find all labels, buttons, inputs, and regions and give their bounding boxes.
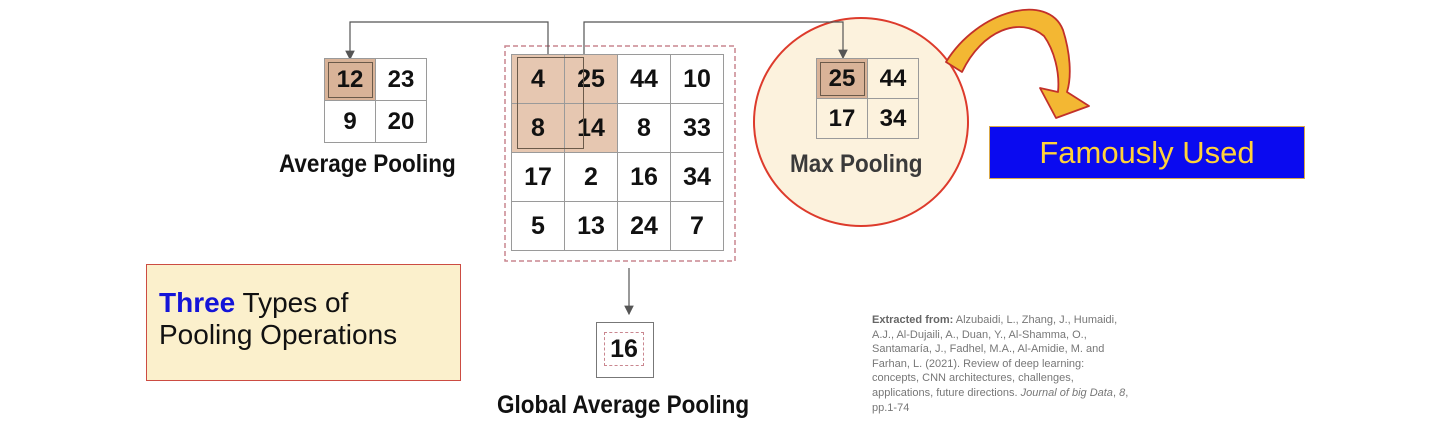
famously-used-text: Famously Used — [1039, 134, 1255, 170]
citation-body: Alzubaidi, L., Zhang, J., Humaidi, A.J.,… — [872, 314, 1118, 399]
max-pooling-cell: 34 — [867, 98, 919, 139]
global-average-pooling-value: 16 — [604, 332, 644, 366]
average-pooling-output: 12 23 9 20 — [324, 58, 427, 143]
input-cell: 34 — [670, 152, 724, 202]
input-cell: 17 — [511, 152, 565, 202]
input-cell: 14 — [564, 103, 618, 153]
max-pooling-cell: 44 — [867, 58, 919, 99]
input-cell: 13 — [564, 201, 618, 251]
input-cell: 7 — [670, 201, 724, 251]
max-pooling-cell: 17 — [816, 98, 868, 139]
input-cell: 10 — [670, 54, 724, 104]
citation-lead: Extracted from: — [872, 314, 954, 326]
input-cell: 25 — [564, 54, 618, 104]
average-pooling-cell: 12 — [324, 58, 376, 101]
input-cell: 8 — [511, 103, 565, 153]
three-highlight: Three — [159, 287, 236, 318]
types-line-1: Three Types of — [159, 287, 460, 319]
citation-volume: 8 — [1119, 386, 1126, 399]
input-cell: 16 — [617, 152, 671, 202]
pooling-types-box: Three Types of Pooling Operations — [146, 264, 461, 381]
input-grid-dashed-frame — [504, 45, 736, 262]
input-cell: 4 — [511, 54, 565, 104]
curved-arrow-icon — [945, 8, 1090, 119]
types-line-1-rest: Types of — [235, 287, 349, 318]
input-feature-map: 4 25 44 10 8 14 8 33 17 2 16 34 5 13 24 … — [511, 54, 724, 251]
input-cell: 2 — [564, 152, 618, 202]
types-line-2: Pooling Operations — [159, 319, 398, 350]
average-pooling-cell: 9 — [324, 100, 376, 143]
max-pooling-output: 25 44 17 34 — [816, 58, 919, 139]
global-average-pooling-output: 16 — [596, 322, 654, 378]
max-pooling-label: Max Pooling — [790, 150, 923, 178]
input-cell: 33 — [670, 103, 724, 153]
connector-max-pooling — [583, 21, 848, 60]
input-cell: 44 — [617, 54, 671, 104]
average-pooling-cell: 23 — [375, 58, 427, 101]
citation: Extracted from: Alzubaidi, L., Zhang, J.… — [872, 313, 1134, 415]
global-average-pooling-label: Global Average Pooling — [497, 391, 750, 419]
citation-separator: , — [1112, 386, 1120, 399]
average-pooling-cell: 20 — [375, 100, 427, 143]
citation-pages: , pp.1-74 — [872, 386, 1129, 414]
max-pooling-cell: 25 — [816, 58, 868, 99]
famously-used-callout: Famously Used — [989, 126, 1305, 179]
average-pooling-label: Average Pooling — [279, 150, 456, 178]
input-cell: 24 — [617, 201, 671, 251]
input-cell: 8 — [617, 103, 671, 153]
connector-average-pooling — [345, 21, 549, 61]
citation-journal: Journal of big Data — [1020, 386, 1113, 399]
input-cell: 5 — [511, 201, 565, 251]
